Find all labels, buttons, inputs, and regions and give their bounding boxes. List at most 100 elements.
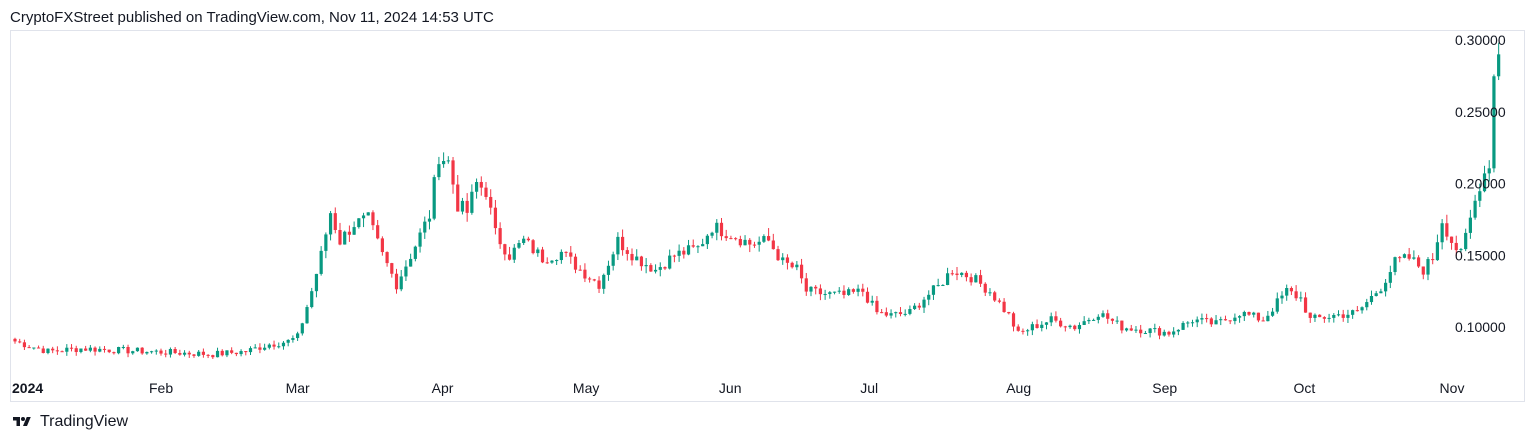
x-tick-label: Mar [286, 380, 310, 396]
candle-body [536, 249, 540, 254]
candle-body [1223, 319, 1228, 321]
candle-body [187, 352, 191, 355]
candle-body [936, 285, 940, 287]
candle-body [498, 228, 502, 245]
candle-body [771, 240, 775, 250]
candle-body [371, 212, 375, 226]
candlestick-chart[interactable]: 0.30000 0.25000 0.20000 0.15000 0.10000 2024… [0, 0, 1536, 403]
candle-body [710, 232, 714, 236]
candle-body [1176, 329, 1180, 332]
candle-body [978, 275, 983, 284]
candle-body [1054, 316, 1058, 321]
candle-body [239, 351, 243, 355]
candle-body [244, 351, 248, 353]
candle-body [1073, 325, 1077, 330]
candle-body [305, 307, 309, 324]
y-tick-label: 0.10000 [1455, 319, 1506, 335]
candle-body [743, 239, 747, 246]
candle-body [418, 232, 422, 247]
candle-body [1327, 317, 1331, 319]
candle-body [668, 255, 672, 269]
candle-body [512, 247, 516, 260]
candle-body [752, 244, 757, 246]
candle-body [1299, 297, 1303, 299]
candle-body [1468, 217, 1472, 233]
candle-body [390, 263, 394, 274]
candle-body [1148, 328, 1152, 334]
candle-body [828, 292, 832, 295]
candle-body [1478, 191, 1482, 201]
chart-frame [10, 30, 1525, 402]
candle-body [437, 164, 441, 178]
candle-body [479, 181, 483, 188]
candle-body [540, 249, 545, 263]
candle-body [1030, 324, 1034, 331]
candle-body [1162, 331, 1166, 336]
candle-body [724, 236, 728, 239]
candle-body [1266, 315, 1270, 322]
candle-body [663, 267, 667, 269]
candle-body [616, 236, 620, 255]
candle-body [357, 218, 361, 228]
candle-body [832, 291, 837, 293]
candle-body [894, 312, 898, 314]
candle-body [1134, 329, 1138, 331]
candle-body [682, 250, 686, 255]
candle-body [1124, 328, 1129, 331]
candle-body [988, 292, 992, 294]
candle-body [65, 347, 69, 352]
candle-body [27, 347, 31, 349]
candle-body [1228, 320, 1232, 322]
candle-body [960, 272, 964, 275]
candle-body [376, 225, 380, 239]
candle-body [1120, 320, 1124, 331]
candle-body [474, 181, 479, 192]
candle-body [781, 257, 785, 261]
x-tick-label: Nov [1440, 380, 1465, 396]
candle-body [1341, 314, 1345, 318]
candle-body [1087, 319, 1091, 322]
candle-body [861, 288, 865, 292]
candle-body [964, 272, 969, 278]
candle-body [865, 291, 870, 303]
candle-body [649, 265, 653, 272]
candle-body [456, 184, 460, 212]
candle-body [484, 187, 488, 197]
candle-body [1275, 298, 1279, 312]
x-tick-label: Aug [1006, 380, 1031, 396]
candle-body [620, 236, 625, 251]
candle-body [446, 160, 450, 162]
candle-body [653, 269, 658, 272]
candle-body [1365, 302, 1369, 308]
candle-body [13, 338, 17, 342]
candle-body [945, 273, 950, 286]
candle-body [1110, 318, 1115, 321]
candle-body [413, 246, 417, 259]
candle-body [1421, 266, 1425, 275]
candle-body [1153, 328, 1157, 330]
candle-body [1449, 236, 1454, 243]
footer: TradingView [10, 413, 128, 431]
candle-body [1082, 321, 1086, 325]
candle-body [1497, 54, 1501, 77]
candle-body [140, 347, 144, 354]
candle-body [729, 238, 733, 240]
candle-body [234, 352, 238, 355]
candle-body [1091, 319, 1096, 321]
x-tick-label: Jul [860, 380, 878, 396]
candle-body [1021, 330, 1025, 332]
candle-body [809, 286, 813, 292]
candle-body [361, 215, 366, 219]
candle-body [1459, 249, 1463, 251]
candle-body [182, 352, 187, 355]
candle-body [117, 346, 121, 354]
candle-body [503, 244, 507, 255]
candle-body [32, 347, 36, 349]
candle-body [550, 260, 554, 263]
candle-body [1412, 257, 1416, 259]
candle-body [1209, 318, 1213, 325]
candle-body [60, 351, 64, 353]
candle-body [1407, 254, 1411, 259]
candle-body [1280, 295, 1284, 299]
candle-body [696, 246, 700, 248]
